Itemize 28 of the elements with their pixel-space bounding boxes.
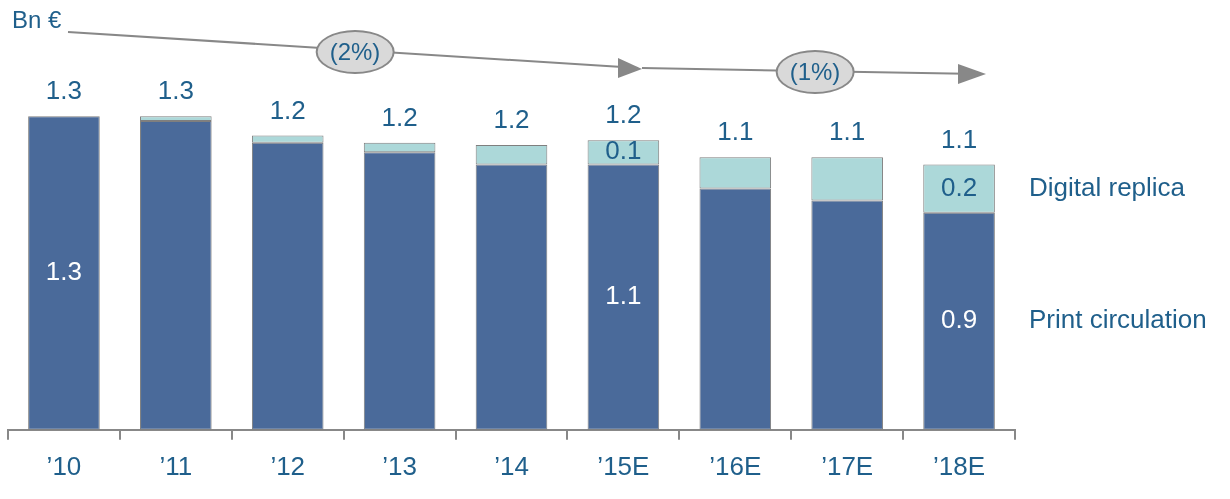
text: (2%) [315,30,395,74]
series-label: Print circulation [1029,304,1207,335]
x-tick-label: ’18E [933,450,986,481]
x-tick-label: ’10 [46,450,82,481]
total-label: 1.1 [717,116,754,147]
x-tick-label: ’12 [270,450,306,481]
x-tick-label: ’13 [382,450,417,481]
total-label: 1.2 [493,104,530,135]
total-label: 1.1 [940,123,978,154]
data-label: 1.1 [605,280,642,311]
data-label: 0.9 [940,304,978,335]
text: Bn € [12,6,62,34]
total-label: 1.2 [269,94,306,125]
total-label: 1.1 [829,116,866,147]
total-label: 1.3 [157,75,194,106]
text: (1%) [775,50,855,94]
data-label: 0.1 [605,135,642,166]
data-label: 1.3 [45,256,83,287]
total-label: 1.2 [605,99,642,130]
x-tick-label: ’15E [597,450,650,481]
x-tick-label: ’17E [821,450,874,481]
x-tick-label: ’14 [494,450,529,481]
x-tick-label: ’16E [709,450,762,481]
series-label: Digital replica [1029,171,1186,202]
total-label: 1.2 [381,101,418,132]
x-tick-label: ’11 [159,450,193,481]
total-label: 1.3 [45,75,83,106]
data-label: 0.2 [940,171,978,202]
